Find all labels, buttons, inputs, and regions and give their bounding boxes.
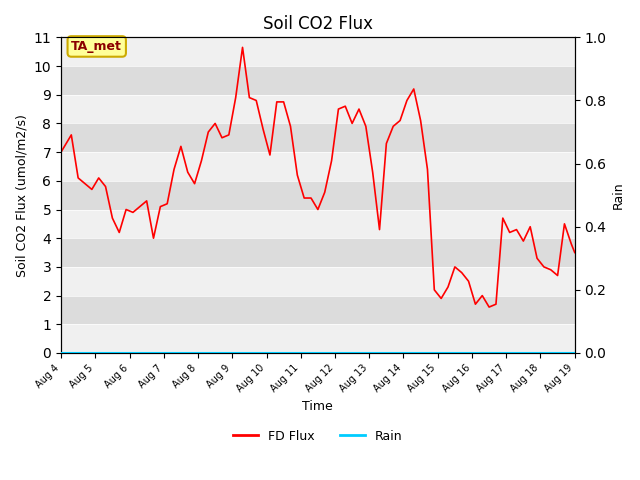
Y-axis label: Soil CO2 Flux (umol/m2/s): Soil CO2 Flux (umol/m2/s) <box>15 114 28 276</box>
Bar <box>61 324 575 353</box>
Bar <box>61 37 575 66</box>
Bar <box>61 123 575 152</box>
Bar <box>61 238 575 267</box>
Bar <box>61 296 575 324</box>
Bar <box>61 152 575 181</box>
Bar <box>61 181 575 209</box>
Title: Soil CO2 Flux: Soil CO2 Flux <box>263 15 373 33</box>
Legend: FD Flux, Rain: FD Flux, Rain <box>228 425 408 448</box>
Y-axis label: Rain: Rain <box>612 181 625 209</box>
Bar <box>61 209 575 238</box>
X-axis label: Time: Time <box>303 400 333 413</box>
Text: TA_met: TA_met <box>71 40 122 53</box>
Bar <box>61 95 575 123</box>
Bar <box>61 267 575 296</box>
Bar <box>61 66 575 95</box>
